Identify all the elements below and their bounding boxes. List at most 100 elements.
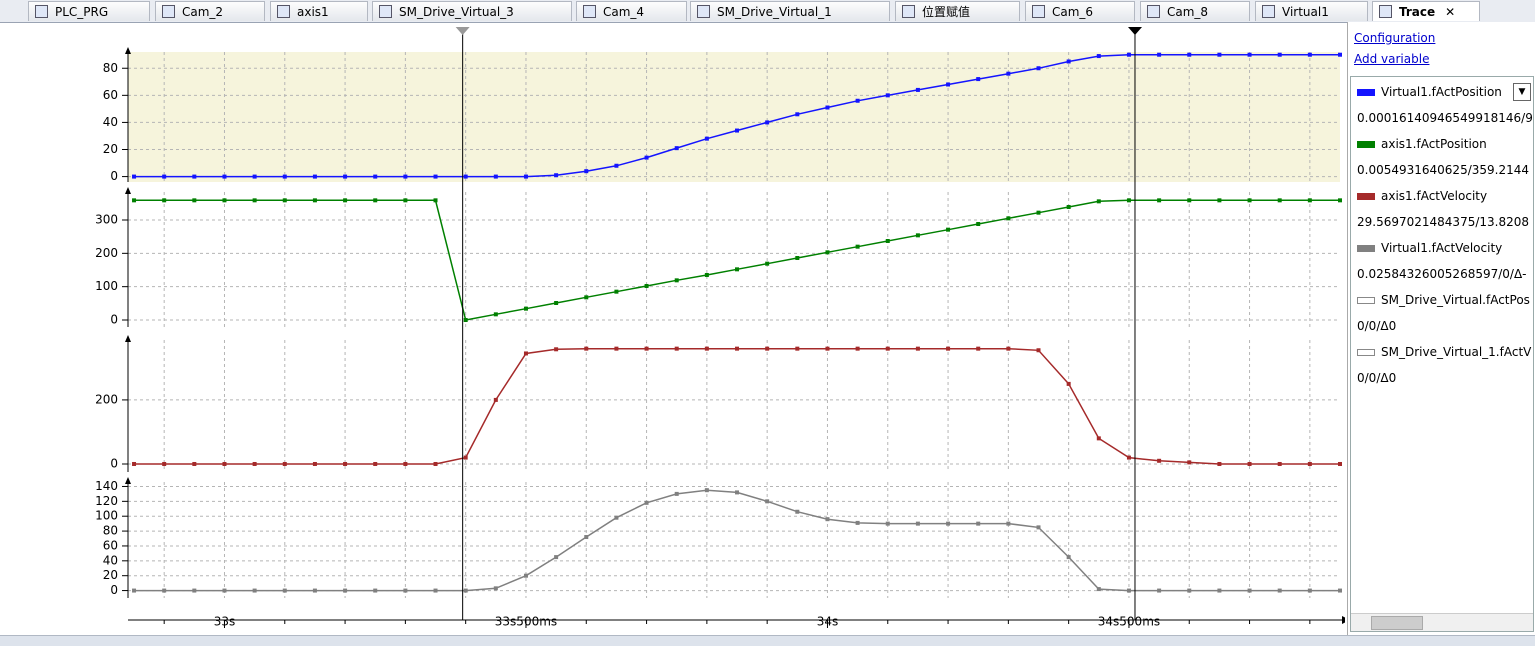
tab-label: Cam_8 bbox=[1167, 5, 1209, 19]
y-tick-label: 200 bbox=[95, 246, 118, 260]
legend-swatch bbox=[1357, 349, 1375, 356]
data-point bbox=[192, 461, 197, 466]
data-point bbox=[1036, 348, 1041, 353]
data-point bbox=[765, 499, 770, 504]
data-point bbox=[885, 239, 890, 243]
tab[interactable]: 位置赋值 bbox=[895, 1, 1020, 21]
data-point bbox=[1277, 52, 1282, 57]
data-point bbox=[614, 289, 619, 294]
data-point bbox=[1157, 52, 1162, 57]
data-point bbox=[132, 588, 137, 593]
readout: 0.0054931640625/359.2144 bbox=[1357, 163, 1530, 177]
tab-label: PLC_PRG bbox=[55, 5, 109, 19]
data-point bbox=[1096, 199, 1101, 204]
data-point bbox=[433, 588, 438, 593]
link[interactable]: Configuration bbox=[1354, 31, 1436, 45]
data-point bbox=[343, 588, 348, 593]
tab[interactable]: Cam_4 bbox=[576, 1, 687, 21]
readout: 29.5697021484375/13.8208 bbox=[1357, 215, 1530, 229]
y-tick-label: 300 bbox=[95, 213, 118, 227]
data-point bbox=[795, 509, 800, 514]
tab-icon bbox=[379, 5, 392, 18]
data-point bbox=[584, 346, 589, 351]
data-point bbox=[614, 515, 619, 520]
tab[interactable]: SM_Drive_Virtual_3 bbox=[372, 1, 572, 21]
tab-label: SM_Drive_Virtual_1 bbox=[717, 5, 832, 19]
data-point bbox=[312, 174, 317, 179]
data-point bbox=[1126, 588, 1131, 593]
scrollbar[interactable] bbox=[1351, 613, 1533, 631]
data-point bbox=[976, 521, 981, 526]
data-point bbox=[735, 490, 740, 495]
data-point bbox=[1066, 555, 1071, 560]
data-point bbox=[343, 198, 348, 203]
data-point bbox=[222, 461, 227, 466]
legend-label[interactable]: Virtual1.fActPosition bbox=[1381, 85, 1502, 99]
link[interactable]: Add variable bbox=[1354, 52, 1430, 66]
data-point bbox=[1187, 198, 1192, 203]
tab[interactable]: PLC_PRG bbox=[28, 1, 150, 21]
data-point bbox=[1096, 436, 1101, 441]
data-point bbox=[674, 146, 679, 151]
legend-label[interactable]: Virtual1.fActVelocity bbox=[1381, 241, 1503, 255]
tab[interactable]: Cam_2 bbox=[155, 1, 265, 21]
data-point bbox=[1277, 461, 1282, 466]
data-point bbox=[1277, 588, 1282, 593]
tab-label: SM_Drive_Virtual_3 bbox=[399, 5, 514, 19]
data-point bbox=[765, 261, 770, 266]
tab[interactable]: Cam_8 bbox=[1140, 1, 1250, 21]
data-point bbox=[312, 588, 317, 593]
data-point bbox=[735, 128, 740, 133]
data-point bbox=[1247, 198, 1252, 203]
tab[interactable]: SM_Drive_Virtual_1 bbox=[690, 1, 890, 21]
data-point bbox=[1187, 588, 1192, 593]
data-point bbox=[704, 273, 709, 277]
close-button[interactable]: ✕ bbox=[1445, 5, 1456, 19]
data-point bbox=[1006, 71, 1011, 76]
legend-label[interactable]: SM_Drive_Virtual_1.fActV bbox=[1381, 345, 1532, 359]
data-point bbox=[132, 174, 137, 179]
tab[interactable]: Trace ✕ bbox=[1372, 1, 1480, 21]
y-tick-label: 120 bbox=[95, 494, 118, 508]
data-point bbox=[795, 112, 800, 117]
data-point bbox=[885, 93, 890, 98]
data-point bbox=[825, 346, 830, 351]
y-tick-label: 40 bbox=[103, 115, 118, 129]
y-axis-arrow bbox=[125, 335, 131, 342]
data-point bbox=[1307, 52, 1312, 57]
data-point bbox=[493, 397, 498, 402]
y-tick-label: 40 bbox=[103, 553, 118, 567]
data-point bbox=[282, 198, 287, 203]
data-point bbox=[855, 244, 860, 249]
legend-swatch bbox=[1357, 245, 1375, 252]
data-point bbox=[584, 295, 589, 300]
data-point bbox=[1307, 461, 1312, 466]
panel-background bbox=[128, 340, 1340, 472]
tab[interactable]: Virtual1 bbox=[1255, 1, 1368, 21]
data-point bbox=[855, 98, 860, 103]
legend-label[interactable]: SM_Drive_Virtual.fActPos bbox=[1381, 293, 1530, 307]
legend-label[interactable]: axis1.fActVelocity bbox=[1381, 189, 1488, 203]
tab[interactable]: axis1 bbox=[270, 1, 368, 21]
data-point bbox=[855, 346, 860, 351]
scroll-thumb[interactable] bbox=[1371, 616, 1423, 630]
data-point bbox=[403, 174, 408, 179]
data-point bbox=[1096, 54, 1101, 59]
data-point bbox=[1307, 198, 1312, 203]
data-point bbox=[795, 256, 800, 260]
tab-label: Cam_2 bbox=[182, 5, 224, 19]
data-point bbox=[554, 555, 559, 560]
data-point bbox=[373, 588, 378, 593]
legend-swatch bbox=[1357, 89, 1375, 96]
data-point bbox=[463, 588, 468, 593]
legend-label[interactable]: axis1.fActPosition bbox=[1381, 137, 1487, 151]
data-point bbox=[825, 517, 830, 522]
side-panel: Configuration Add variable Virtual1.fAct… bbox=[1347, 22, 1535, 635]
data-point bbox=[403, 588, 408, 593]
data-point bbox=[1157, 198, 1162, 203]
data-point bbox=[222, 174, 227, 179]
y-tick-label: 60 bbox=[103, 538, 118, 552]
data-point bbox=[312, 461, 317, 466]
dropdown[interactable]: ▼ bbox=[1513, 83, 1531, 101]
tab[interactable]: Cam_6 bbox=[1025, 1, 1135, 21]
